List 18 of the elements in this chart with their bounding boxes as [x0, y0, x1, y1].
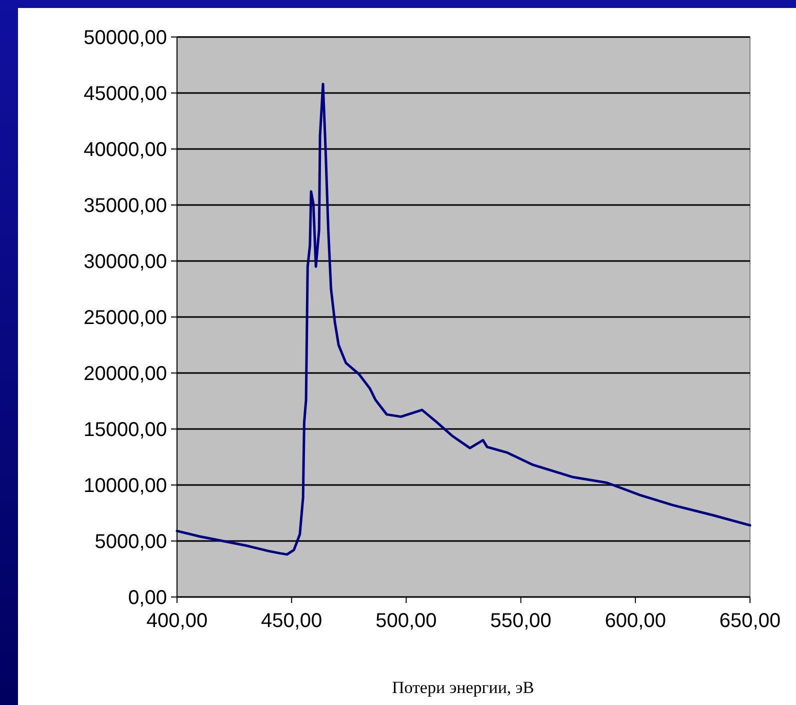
- y-tick-label: 40000,00: [84, 139, 167, 161]
- x-tick-label: 650,00: [719, 610, 781, 632]
- y-tick-label: 30000,00: [84, 251, 167, 273]
- y-tick-label: 0,00: [128, 587, 167, 609]
- y-tick-label: 10000,00: [84, 475, 167, 497]
- x-axis-title: Потери энергии, эВ: [392, 678, 534, 697]
- y-tick-label: 15000,00: [84, 419, 167, 441]
- x-tick-label: 450,00: [261, 610, 322, 632]
- y-tick-label: 45000,00: [84, 83, 167, 105]
- y-tick-label: 20000,00: [84, 363, 167, 385]
- y-tick-label: 25000,00: [84, 307, 167, 329]
- y-tick-label: 35000,00: [84, 195, 167, 217]
- y-tick-label: 5000,00: [94, 531, 167, 553]
- y-tick-label: 50000,00: [84, 27, 167, 49]
- x-tick-label: 400,00: [146, 610, 208, 632]
- x-tick-label: 500,00: [376, 610, 437, 632]
- x-tick-label: 600,00: [604, 610, 666, 632]
- x-tick-label: 550,00: [490, 610, 552, 632]
